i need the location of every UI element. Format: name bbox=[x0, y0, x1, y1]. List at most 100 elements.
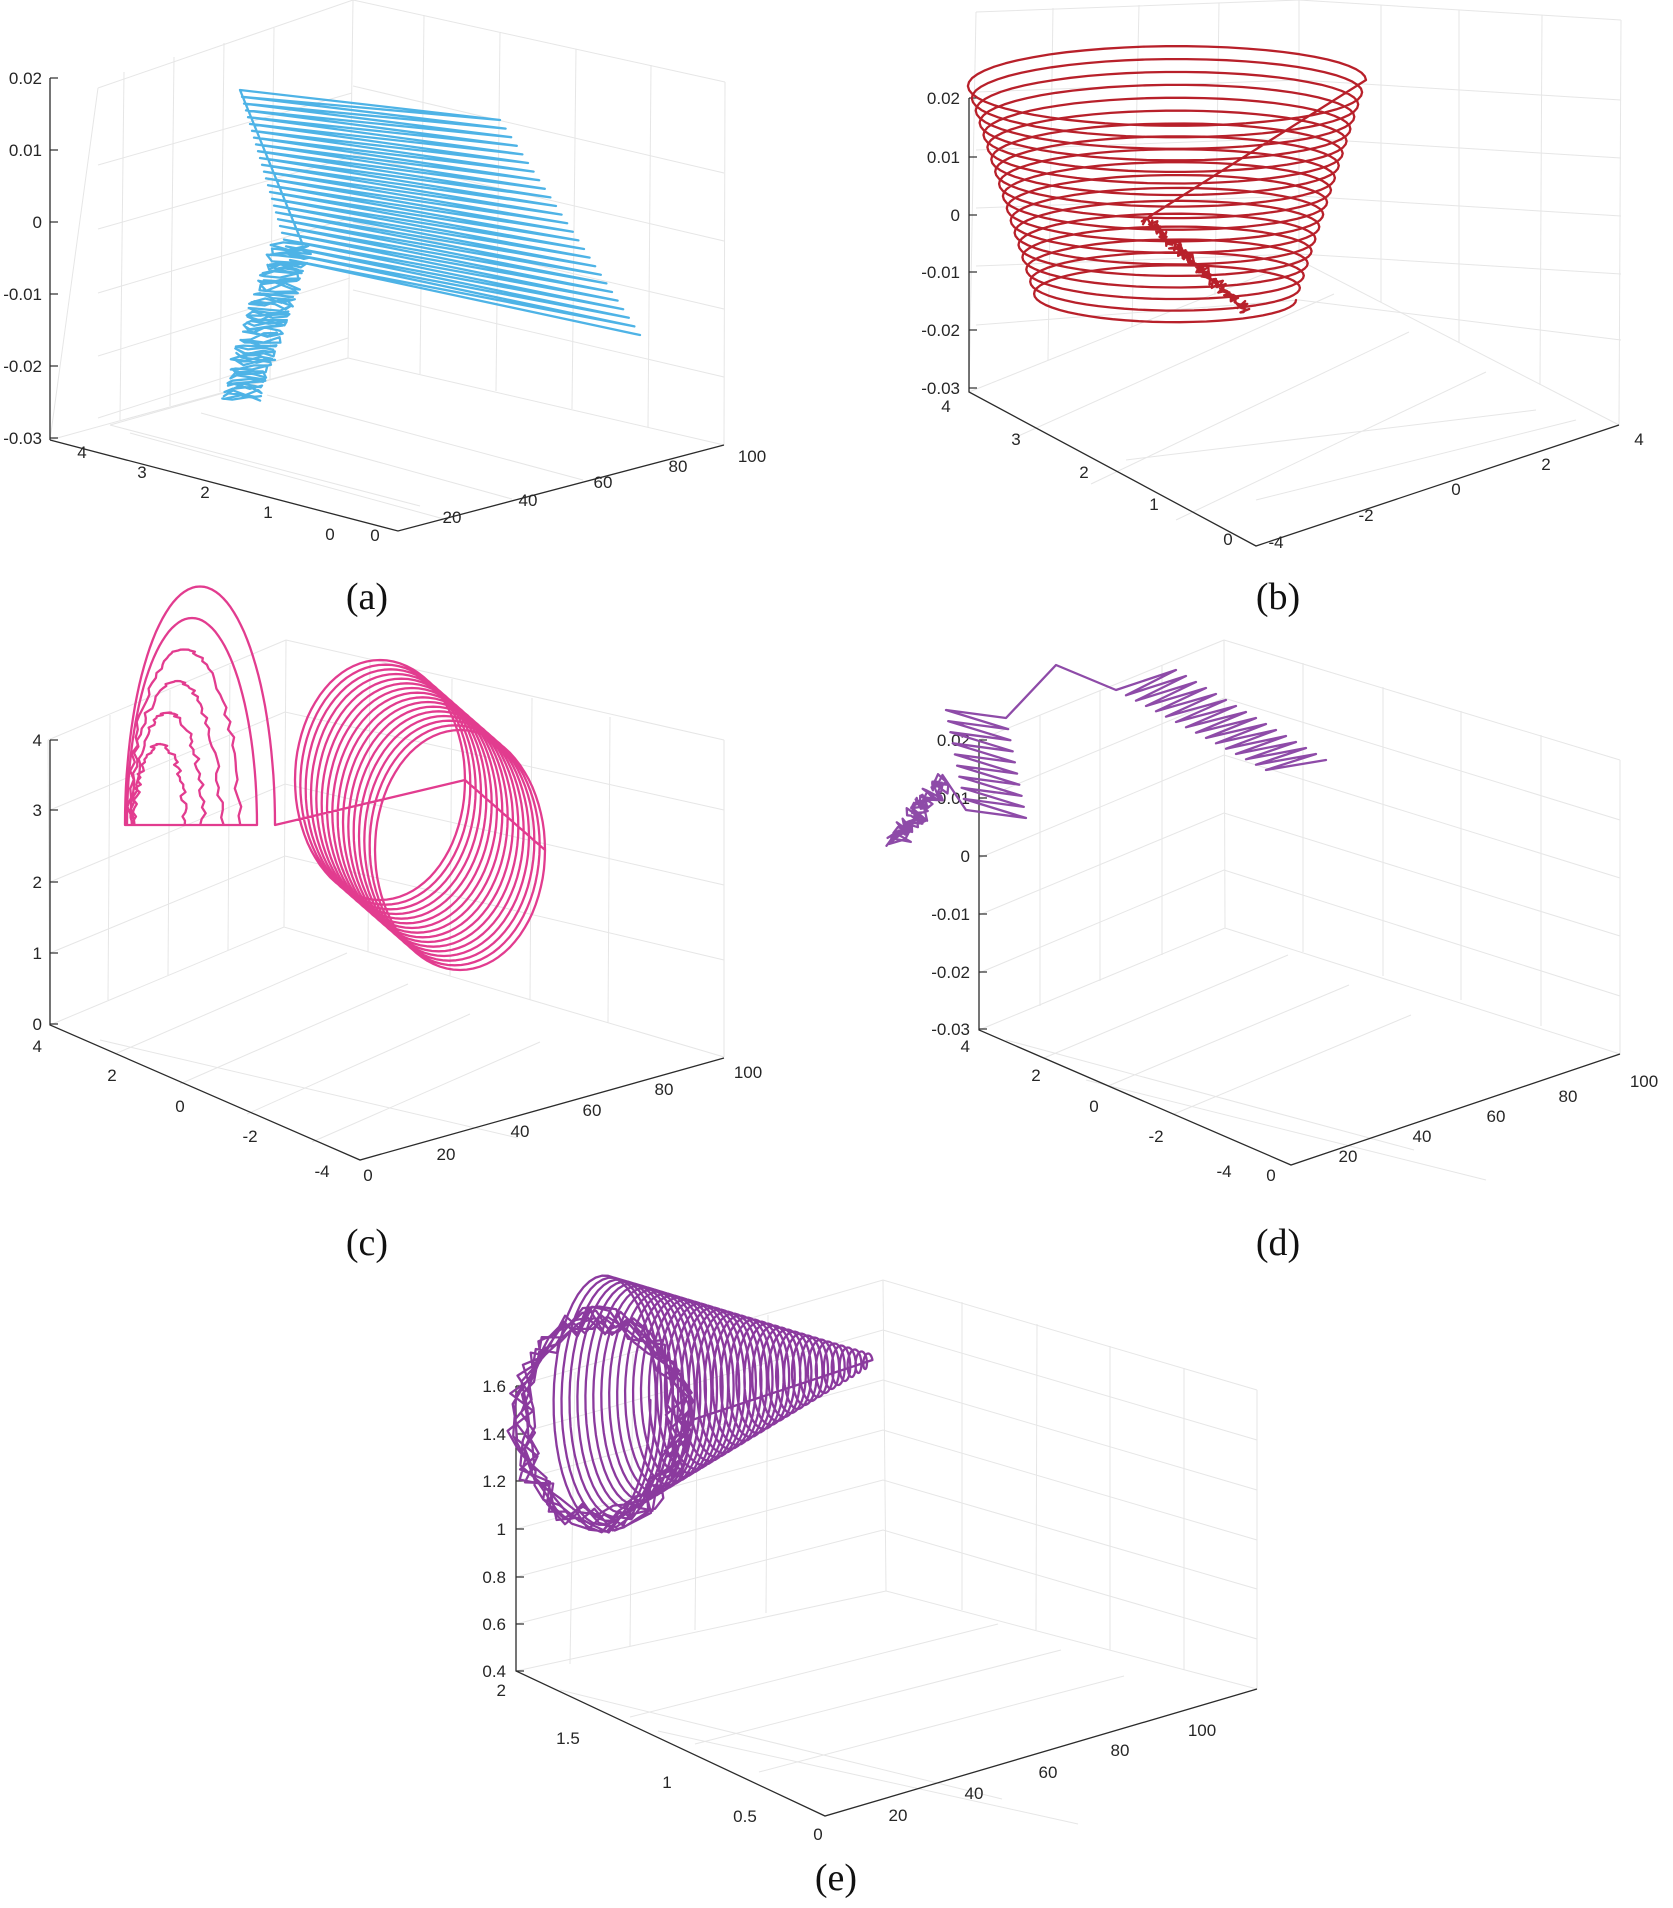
y-tick-label: 4 bbox=[941, 397, 950, 416]
x-tick-label: 40 bbox=[1413, 1127, 1432, 1146]
y-tick-label: -4 bbox=[314, 1162, 329, 1181]
panel-a: 0.02 0.01 0 -0.01 -0.02 -0.03 4 3 2 1 0 … bbox=[3, 0, 766, 545]
y-ticks-e: 2 1.5 1 0.5 bbox=[497, 1681, 757, 1826]
z-tick-label: 3 bbox=[33, 801, 42, 820]
y-tick-label: 0 bbox=[175, 1097, 184, 1116]
z-tick-label: 0.6 bbox=[482, 1615, 506, 1634]
z-tick-label: 0.01 bbox=[927, 148, 960, 167]
y-tick-label: 1 bbox=[263, 503, 272, 522]
y-tick-label: 2 bbox=[1031, 1066, 1040, 1085]
y-tick-label: 2 bbox=[497, 1681, 506, 1700]
x-tick-label: 20 bbox=[889, 1806, 908, 1825]
x-tick-label: 80 bbox=[655, 1080, 674, 1099]
y-ticks-b: 4 3 2 1 0 bbox=[941, 397, 1232, 549]
x-tick-label: 0 bbox=[1451, 480, 1460, 499]
x-tick-label: -2 bbox=[1358, 506, 1373, 525]
axes-b bbox=[968, 98, 1620, 547]
z-tick-label: 0 bbox=[961, 847, 970, 866]
z-ticks-a: 0.02 0.01 0 -0.01 -0.02 -0.03 bbox=[3, 69, 58, 448]
z-tick-label: -0.03 bbox=[3, 429, 42, 448]
caption-b: (b) bbox=[1255, 576, 1301, 618]
z-ticks-c: 4 3 2 1 0 bbox=[33, 731, 58, 1034]
x-tick-label: 80 bbox=[1111, 1741, 1130, 1760]
series-curve-b bbox=[966, 45, 1368, 324]
z-tick-label: 4 bbox=[33, 731, 42, 750]
y-tick-label: 0 bbox=[1089, 1097, 1098, 1116]
z-tick-label: -0.01 bbox=[3, 285, 42, 304]
z-tick-label: 0.8 bbox=[482, 1568, 506, 1587]
z-tick-label: 1.2 bbox=[482, 1472, 506, 1491]
series-curve-c bbox=[123, 585, 547, 972]
y-tick-label: 1.5 bbox=[556, 1729, 580, 1748]
z-tick-label: -0.03 bbox=[931, 1020, 970, 1039]
x-ticks-b: -4 -2 0 2 4 bbox=[1268, 430, 1643, 552]
x-ticks-e: 0 20 40 60 80 100 bbox=[813, 1721, 1216, 1844]
grid-d bbox=[978, 639, 1621, 1181]
y-tick-label: 2 bbox=[107, 1066, 116, 1085]
caption-c: (c) bbox=[345, 1222, 389, 1264]
x-tick-label: 100 bbox=[738, 447, 766, 466]
x-tick-label: 100 bbox=[734, 1063, 762, 1082]
z-tick-label: -0.03 bbox=[921, 379, 960, 398]
x-tick-label: 20 bbox=[443, 508, 462, 527]
y-tick-label: 4 bbox=[961, 1037, 970, 1056]
y-ticks-a: 4 3 2 1 0 bbox=[77, 443, 334, 544]
y-tick-label: 3 bbox=[1011, 430, 1020, 449]
x-tick-label: 60 bbox=[1039, 1763, 1058, 1782]
series-curve-e bbox=[506, 1274, 874, 1534]
y-tick-label: 3 bbox=[137, 463, 146, 482]
x-tick-label: 60 bbox=[583, 1101, 602, 1120]
y-tick-label: 1 bbox=[662, 1773, 671, 1792]
y-tick-label: -4 bbox=[1216, 1162, 1231, 1181]
z-tick-label: 1.4 bbox=[482, 1425, 506, 1444]
y-ticks-c: 4 2 0 -2 -4 bbox=[33, 1037, 330, 1181]
z-tick-label: 1 bbox=[33, 944, 42, 963]
z-tick-label: 1.6 bbox=[482, 1377, 506, 1396]
z-tick-label: 0 bbox=[33, 213, 42, 232]
x-tick-label: 4 bbox=[1634, 430, 1643, 449]
y-tick-label: 0 bbox=[325, 525, 334, 544]
x-tick-label: 60 bbox=[594, 473, 613, 492]
series-curve-d bbox=[885, 663, 1328, 847]
y-tick-label: 0.5 bbox=[733, 1807, 757, 1826]
series-curve-a bbox=[221, 88, 642, 402]
z-tick-label: -0.01 bbox=[931, 905, 970, 924]
x-tick-label: 0 bbox=[370, 526, 379, 545]
panel-d: 0.02 0.01 0 -0.01 -0.02 -0.03 4 2 0 -2 -… bbox=[885, 639, 1658, 1185]
z-tick-label: -0.02 bbox=[3, 357, 42, 376]
axes-a bbox=[49, 78, 725, 532]
x-tick-label: 20 bbox=[437, 1145, 456, 1164]
y-tick-label: 1 bbox=[1149, 495, 1158, 514]
x-tick-label: 0 bbox=[813, 1825, 822, 1844]
x-tick-label: 40 bbox=[511, 1122, 530, 1141]
y-tick-label: 2 bbox=[1079, 463, 1088, 482]
x-tick-label: 100 bbox=[1188, 1721, 1216, 1740]
x-tick-label: 40 bbox=[519, 491, 538, 510]
y-tick-label: 2 bbox=[200, 483, 209, 502]
y-tick-label: 4 bbox=[77, 443, 86, 462]
x-tick-label: 0 bbox=[1266, 1166, 1275, 1185]
x-tick-label: 80 bbox=[669, 457, 688, 476]
caption-e: (e) bbox=[814, 1857, 858, 1899]
axes-d bbox=[978, 740, 1621, 1166]
grid-c bbox=[47, 639, 725, 1143]
z-tick-label: 2 bbox=[33, 873, 42, 892]
y-tick-label: 0 bbox=[1223, 530, 1232, 549]
y-tick-label: -2 bbox=[1148, 1127, 1163, 1146]
x-ticks-d: 0 20 40 60 80 100 bbox=[1266, 1072, 1658, 1185]
z-tick-label: 1 bbox=[497, 1520, 506, 1539]
z-tick-label: -0.02 bbox=[921, 321, 960, 340]
x-tick-label: 40 bbox=[965, 1784, 984, 1803]
panel-c: 4 3 2 1 0 4 2 0 -2 -4 0 20 40 60 80 100 bbox=[33, 585, 762, 1185]
z-tick-label: 0 bbox=[33, 1015, 42, 1034]
z-tick-label: 0.4 bbox=[482, 1662, 506, 1681]
z-tick-label: 0.02 bbox=[9, 69, 42, 88]
panel-b: 0.02 0.01 0 -0.01 -0.02 -0.03 4 3 2 1 0 … bbox=[921, 0, 1644, 552]
x-tick-label: 0 bbox=[363, 1166, 372, 1185]
caption-a: (a) bbox=[345, 576, 389, 618]
y-tick-label: 4 bbox=[33, 1037, 42, 1056]
x-ticks-a: 0 20 40 60 80 100 bbox=[370, 447, 766, 545]
x-ticks-c: 0 20 40 60 80 100 bbox=[363, 1063, 762, 1185]
x-tick-label: 60 bbox=[1487, 1107, 1506, 1126]
